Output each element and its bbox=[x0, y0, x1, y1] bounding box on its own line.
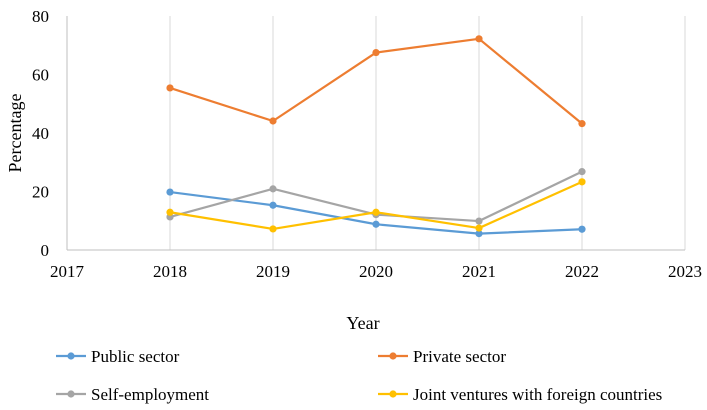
legend-swatch-marker bbox=[67, 352, 75, 360]
legend-label: Private sector bbox=[413, 347, 506, 366]
data-point-self-employment-2019 bbox=[269, 185, 277, 193]
data-point-joint-ventures-with-foreign-countries-2019 bbox=[269, 225, 277, 233]
data-point-public-sector-2021 bbox=[475, 230, 483, 238]
legend-swatch-marker bbox=[389, 352, 397, 360]
y-tick-labels: 0 20 40 60 80 bbox=[32, 7, 49, 260]
x-tick-label-2020: 2020 bbox=[359, 262, 393, 281]
data-point-self-employment-2022 bbox=[578, 168, 586, 176]
x-tick-label-2018: 2018 bbox=[153, 262, 187, 281]
y-tick-label-60: 60 bbox=[32, 66, 49, 85]
data-point-private-sector-2021 bbox=[475, 35, 483, 43]
legend-swatch-marker bbox=[67, 390, 75, 398]
x-tick-label-2022: 2022 bbox=[565, 262, 599, 281]
series-private-sector bbox=[166, 35, 586, 128]
series-group bbox=[166, 35, 586, 238]
legend-label: Public sector bbox=[91, 347, 180, 366]
legend-label: Joint ventures with foreign countries bbox=[413, 385, 662, 404]
data-point-joint-ventures-with-foreign-countries-2018 bbox=[166, 208, 174, 216]
x-tick-label-2023: 2023 bbox=[668, 262, 702, 281]
data-point-joint-ventures-with-foreign-countries-2022 bbox=[578, 178, 586, 186]
legend-item-joint-ventures-with-foreign-countries: Joint ventures with foreign countries bbox=[378, 385, 662, 404]
data-point-public-sector-2022 bbox=[578, 225, 586, 233]
gridlines bbox=[169, 16, 686, 250]
data-point-private-sector-2022 bbox=[578, 120, 586, 128]
series-public-sector bbox=[166, 188, 586, 238]
data-point-joint-ventures-with-foreign-countries-2021 bbox=[475, 224, 483, 232]
y-tick-label-20: 20 bbox=[32, 183, 49, 202]
y-axis-title: Percentage bbox=[5, 94, 25, 173]
data-point-private-sector-2018 bbox=[166, 84, 174, 92]
y-tick-label-40: 40 bbox=[32, 124, 49, 143]
x-tick-label-2019: 2019 bbox=[256, 262, 290, 281]
series-joint-ventures-with-foreign-countries bbox=[166, 178, 586, 233]
legend-item-public-sector: Public sector bbox=[56, 347, 180, 366]
legend-item-private-sector: Private sector bbox=[378, 347, 506, 366]
legend-item-self-employment: Self-employment bbox=[56, 385, 209, 404]
data-point-private-sector-2019 bbox=[269, 117, 277, 125]
legend-label: Self-employment bbox=[91, 385, 209, 404]
data-point-public-sector-2020 bbox=[372, 220, 380, 228]
data-point-public-sector-2018 bbox=[166, 188, 174, 196]
data-point-public-sector-2019 bbox=[269, 201, 277, 209]
x-tick-labels: 2017 2018 2019 2020 2021 2022 2023 bbox=[50, 262, 702, 281]
axes bbox=[66, 16, 685, 251]
x-tick-label-2017: 2017 bbox=[50, 262, 85, 281]
data-point-joint-ventures-with-foreign-countries-2020 bbox=[372, 208, 380, 216]
y-tick-label-0: 0 bbox=[41, 241, 50, 260]
data-point-private-sector-2020 bbox=[372, 48, 380, 57]
y-tick-label-80: 80 bbox=[32, 7, 49, 26]
x-tick-label-2021: 2021 bbox=[462, 262, 496, 281]
data-point-self-employment-2021 bbox=[475, 217, 483, 225]
legend-swatch-marker bbox=[389, 390, 397, 398]
x-axis-title: Year bbox=[346, 313, 379, 333]
legend: Public sector Private sector Self-employme… bbox=[56, 347, 662, 404]
